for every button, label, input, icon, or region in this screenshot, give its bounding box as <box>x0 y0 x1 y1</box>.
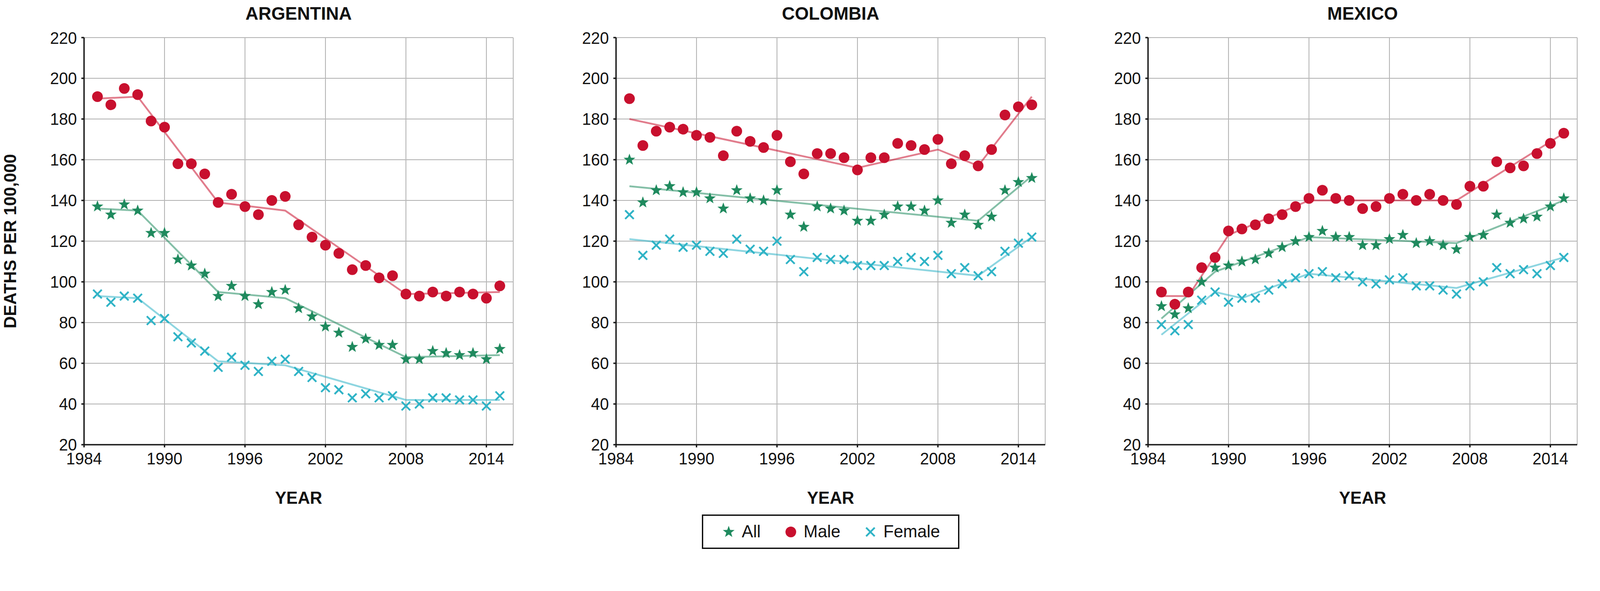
svg-text:140: 140 <box>582 191 609 210</box>
html-text:All: All <box>741 521 761 541</box>
svg-text:2008: 2008 <box>388 449 424 468</box>
svg-text:120: 120 <box>582 232 609 251</box>
svg-text:1984: 1984 <box>598 449 634 468</box>
svg-text:100: 100 <box>50 272 77 292</box>
svg-text:100: 100 <box>582 272 609 292</box>
svg-text:DEATHS PER 100,000: DEATHS PER 100,000 <box>3 153 20 329</box>
svg-text:160: 160 <box>1114 150 1141 169</box>
svg-text:YEAR: YEAR <box>806 488 855 507</box>
svg-text:40: 40 <box>591 394 609 414</box>
svg-text:20: 20 <box>591 435 609 454</box>
html-text:COLOMBIA: COLOMBIA <box>781 3 880 24</box>
svg-text:2002: 2002 <box>839 449 876 468</box>
svg-text:220: 220 <box>50 29 77 48</box>
svg-text:180: 180 <box>50 109 77 129</box>
svg-text:1984: 1984 <box>1130 449 1166 468</box>
svg-text:200: 200 <box>50 69 77 88</box>
svg-text:1996: 1996 <box>759 449 795 468</box>
svg-text:160: 160 <box>50 150 77 169</box>
svg-text:2008: 2008 <box>1452 449 1488 468</box>
svg-text:140: 140 <box>50 191 77 210</box>
svg-text:40: 40 <box>59 394 77 414</box>
svg-text:2008: 2008 <box>920 449 956 468</box>
svg-text:40: 40 <box>1122 394 1141 414</box>
svg-text:1990: 1990 <box>1210 449 1247 468</box>
svg-text:1996: 1996 <box>1291 449 1327 468</box>
svg-text:80: 80 <box>591 313 609 332</box>
html-text:ARGENTINA: ARGENTINA <box>245 3 352 24</box>
svg-text:200: 200 <box>1114 69 1141 88</box>
html-text:Male: Male <box>803 521 841 541</box>
svg-text:180: 180 <box>1114 109 1141 129</box>
svg-text:2014: 2014 <box>1532 449 1569 468</box>
svg-text:YEAR: YEAR <box>1338 488 1387 507</box>
svg-text:160: 160 <box>582 150 609 169</box>
svg-text:1990: 1990 <box>678 449 715 468</box>
svg-text:200: 200 <box>582 69 609 88</box>
svg-text:2002: 2002 <box>307 449 344 468</box>
svg-text:2014: 2014 <box>1000 449 1037 468</box>
svg-text:60: 60 <box>1122 354 1141 373</box>
svg-text:220: 220 <box>582 29 609 48</box>
svg-text:180: 180 <box>582 109 609 129</box>
svg-text:80: 80 <box>1122 313 1141 332</box>
svg-text:120: 120 <box>50 232 77 251</box>
svg-text:60: 60 <box>59 354 77 373</box>
svg-text:1990: 1990 <box>146 449 183 468</box>
svg-text:2014: 2014 <box>468 449 505 468</box>
html-text:Female: Female <box>883 521 941 541</box>
svg-text:140: 140 <box>1114 191 1141 210</box>
svg-text:20: 20 <box>1122 435 1141 454</box>
svg-text:2002: 2002 <box>1371 449 1408 468</box>
svg-text:100: 100 <box>1114 272 1141 292</box>
svg-text:80: 80 <box>59 313 77 332</box>
svg-text:220: 220 <box>1114 29 1141 48</box>
svg-text:1996: 1996 <box>227 449 263 468</box>
svg-text:120: 120 <box>1114 232 1141 251</box>
svg-text:20: 20 <box>59 435 77 454</box>
html-text:MEXICO: MEXICO <box>1327 3 1398 24</box>
svg-text:YEAR: YEAR <box>274 488 323 507</box>
svg-text:60: 60 <box>591 354 609 373</box>
svg-text:1984: 1984 <box>66 449 102 468</box>
